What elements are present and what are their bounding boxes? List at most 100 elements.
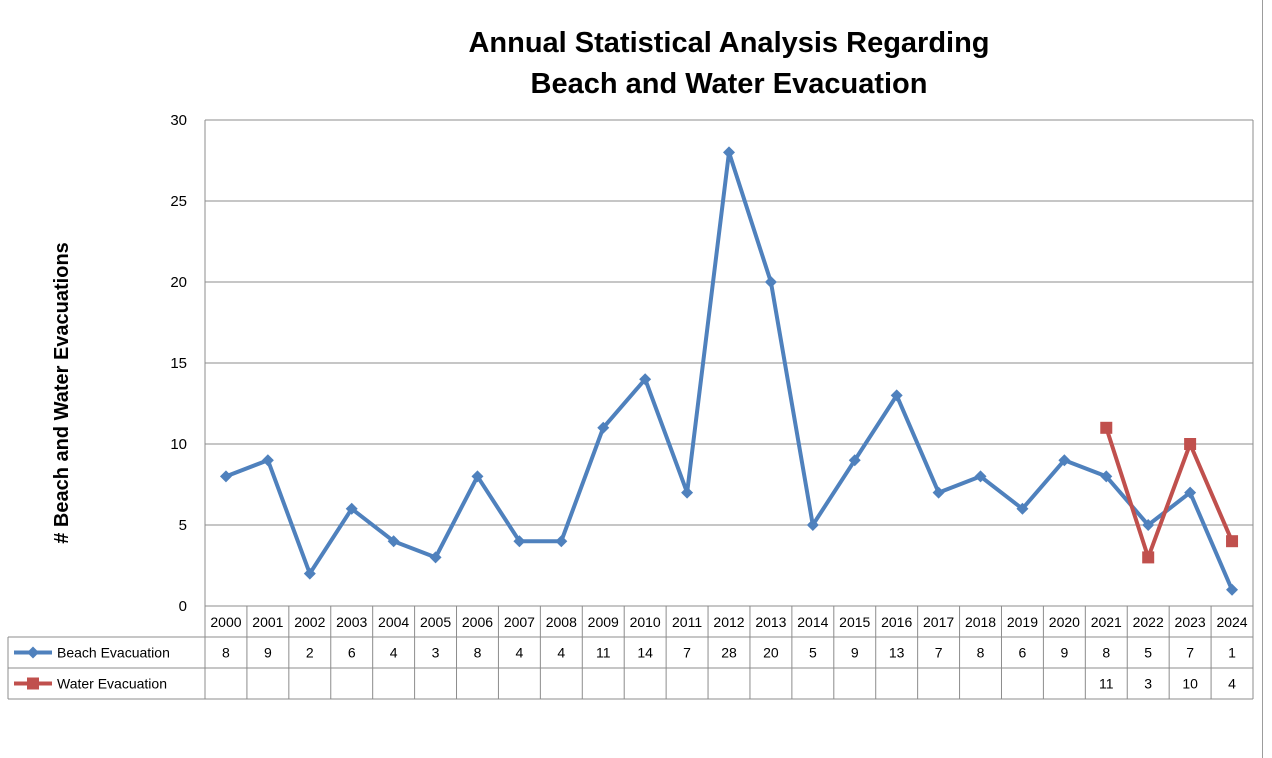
x-tick-label: 2008 — [546, 614, 577, 630]
data-label: 4 — [390, 645, 398, 661]
data-point — [681, 486, 694, 499]
x-tick-label: 2003 — [336, 614, 367, 630]
data-label: 8 — [977, 645, 985, 661]
data-point — [345, 502, 358, 515]
plot-area — [204, 120, 1253, 607]
y-tick-label: 25 — [170, 193, 187, 210]
legend-water-evacuation: Water Evacuation — [14, 676, 167, 692]
gridlines — [205, 119, 1253, 526]
y-tick-label: 30 — [170, 112, 187, 129]
x-tick-label: 2009 — [588, 614, 619, 630]
data-label: 1 — [1228, 645, 1236, 661]
y-tick-label: 10 — [170, 436, 187, 453]
data-point — [1142, 519, 1155, 531]
data-point — [1184, 438, 1197, 450]
legend-label: Beach Evacuation — [57, 645, 170, 661]
legend-beach-evacuation: Beach Evacuation — [14, 645, 170, 661]
data-point — [1058, 454, 1071, 467]
data-point — [764, 276, 777, 288]
x-tick-label: 2015 — [839, 614, 870, 630]
x-tick-label: 2020 — [1049, 614, 1080, 630]
data-label: 7 — [683, 645, 691, 661]
legend-marker — [27, 677, 39, 690]
series-water-evacuation — [1100, 421, 1239, 564]
data-label: 10 — [1182, 676, 1198, 692]
chart-title-line-1: Annual Statistical Analysis Regarding — [468, 27, 989, 59]
x-tick-label: 2000 — [210, 614, 241, 630]
y-tick-label: 5 — [179, 517, 187, 534]
data-label: 5 — [1144, 645, 1152, 661]
data-point — [1184, 486, 1197, 499]
data-point — [597, 421, 610, 434]
x-tick-label: 2023 — [1175, 614, 1206, 630]
data-label: 4 — [1228, 676, 1236, 692]
data-label: 11 — [596, 645, 611, 661]
x-tick-label: 2006 — [462, 614, 493, 630]
data-point — [387, 535, 400, 548]
series-beach-evacuation — [219, 146, 1239, 596]
data-point — [429, 551, 442, 564]
x-tick-label: 2011 — [672, 614, 702, 630]
data-point — [1142, 551, 1155, 564]
data-label: 8 — [474, 645, 482, 661]
data-label: 9 — [1060, 645, 1068, 661]
data-label: 8 — [1102, 645, 1110, 661]
data-label: 13 — [889, 645, 905, 661]
data-label: 9 — [264, 645, 272, 661]
x-tick-label: 2012 — [713, 614, 744, 630]
x-tick-label: 2005 — [420, 614, 451, 630]
data-point — [890, 389, 903, 402]
legend-label: Water Evacuation — [57, 676, 167, 692]
x-tick-label: 2004 — [378, 614, 409, 630]
data-label: 9 — [851, 645, 859, 661]
y-tick-label: 15 — [170, 355, 187, 372]
data-point — [261, 454, 274, 467]
x-tick-label: 2017 — [923, 614, 954, 630]
chart-title: Annual Statistical Analysis Regarding Be… — [468, 27, 989, 100]
x-tick-label: 2019 — [1007, 614, 1038, 630]
data-label: 3 — [432, 645, 440, 661]
data-point — [1100, 421, 1113, 434]
data-point — [806, 519, 819, 531]
data-point — [974, 470, 987, 483]
data-point — [1226, 535, 1239, 548]
x-tick-label: 2021 — [1091, 614, 1122, 630]
data-point — [723, 146, 735, 159]
y-tick-label: 20 — [170, 274, 187, 291]
data-point — [1016, 502, 1029, 515]
data-point — [513, 535, 526, 548]
y-axis-label: # Beach and Water Evacuations — [51, 242, 73, 544]
series-line — [1104, 427, 1234, 560]
data-point — [848, 454, 861, 467]
legend-marker — [27, 646, 39, 659]
x-tick-label: 2018 — [965, 614, 996, 630]
x-tick-label: 2010 — [630, 614, 661, 630]
data-point — [303, 567, 316, 580]
data-label: 6 — [1019, 645, 1027, 661]
chart-title-line-2: Beach and Water Evacuation — [531, 68, 928, 100]
data-label: 28 — [721, 645, 737, 661]
data-point — [1100, 470, 1113, 483]
x-tick-label: 2001 — [252, 614, 283, 630]
x-tick-label: 2024 — [1216, 614, 1247, 630]
data-label: 4 — [516, 645, 524, 661]
x-tick-label: 2016 — [881, 614, 912, 630]
data-point — [219, 470, 232, 483]
data-label: 7 — [1186, 645, 1194, 661]
data-label: 2 — [306, 645, 314, 661]
x-tick-label: 2013 — [755, 614, 786, 630]
data-label: 8 — [222, 645, 230, 661]
data-label: 6 — [348, 645, 356, 661]
y-tick-label: 0 — [179, 598, 187, 615]
data-label: 11 — [1099, 676, 1114, 692]
series-layer — [219, 146, 1239, 596]
data-label: 4 — [557, 645, 565, 661]
data-label: 14 — [637, 645, 653, 661]
x-tick-label: 2007 — [504, 614, 535, 630]
x-tick-label: 2022 — [1133, 614, 1164, 630]
data-label: 7 — [935, 645, 943, 661]
data-label: 5 — [809, 645, 817, 661]
x-tick-label: 2014 — [797, 614, 828, 630]
data-point — [555, 535, 568, 548]
